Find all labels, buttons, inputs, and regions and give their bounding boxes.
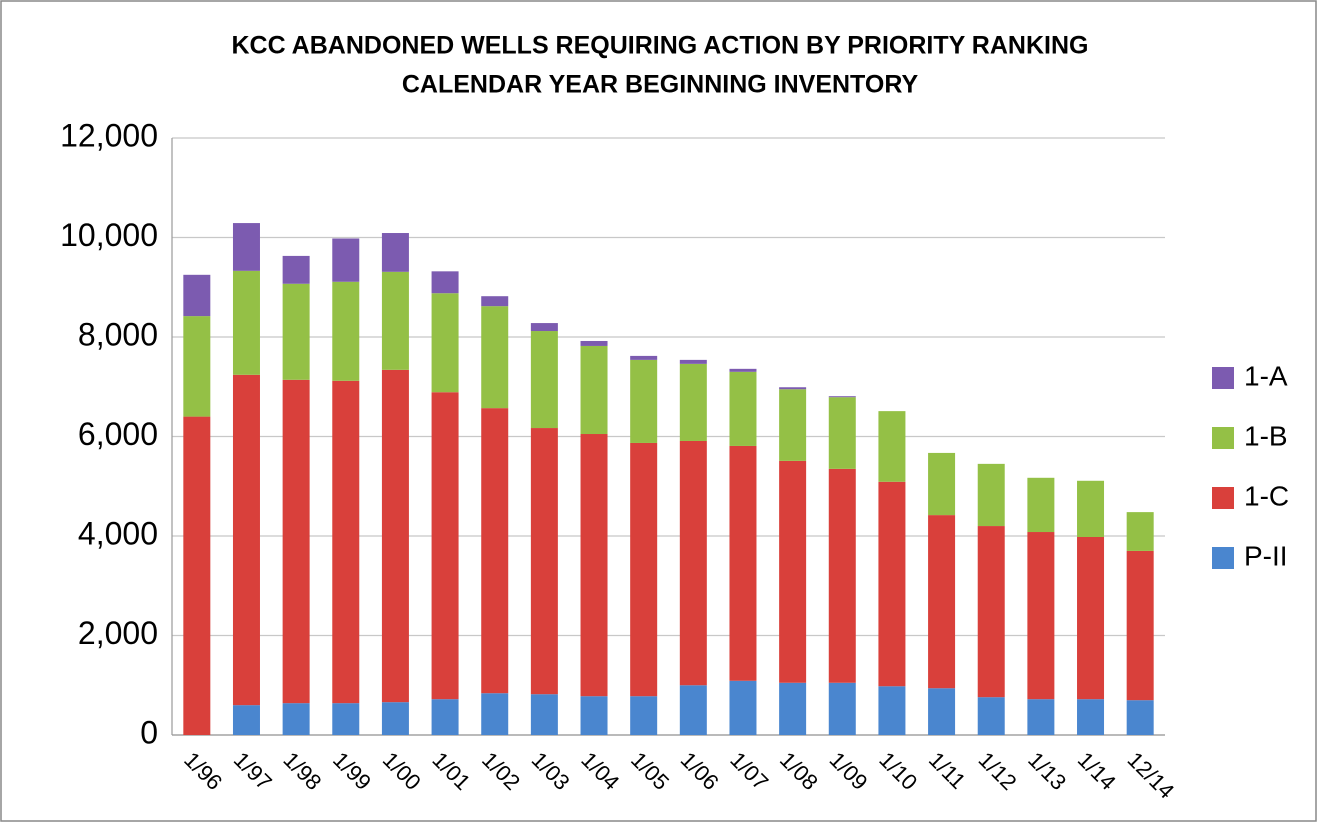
bar-segment	[580, 345, 608, 435]
bar-segment	[332, 281, 360, 381]
bar-segment	[381, 271, 409, 370]
bar-segment	[828, 397, 856, 469]
bar-segment	[729, 445, 757, 681]
bar-segment	[729, 368, 757, 372]
bar-segment	[381, 233, 409, 272]
bar-segment	[878, 686, 906, 735]
bar-segment	[431, 392, 459, 700]
chart-subtitle: CALENDAR YEAR BEGINNING INVENTORY	[402, 71, 919, 99]
bar-segment	[282, 283, 310, 380]
y-tick-label: 12,000	[60, 117, 158, 153]
bar-segment	[1027, 477, 1055, 533]
bar-segment	[580, 696, 608, 735]
bar-segment	[232, 374, 260, 706]
bar-segment	[630, 696, 658, 735]
bar-segment	[580, 434, 608, 697]
bar-segment	[779, 682, 807, 735]
bar-segment	[1126, 512, 1154, 551]
bar-segment	[481, 408, 509, 694]
bar-segment	[481, 693, 509, 735]
legend-swatch	[1212, 367, 1234, 389]
bar-segment	[878, 481, 906, 687]
bar-segment	[580, 340, 608, 346]
bar-segment	[729, 680, 757, 735]
bar-segment	[630, 442, 658, 697]
bar-segment	[977, 463, 1005, 527]
y-tick-label: 10,000	[60, 217, 158, 253]
bar-segment	[431, 271, 459, 294]
legend-label: P-II	[1244, 540, 1288, 571]
bar-segment	[977, 526, 1005, 698]
bar-segment	[530, 331, 558, 429]
bar-segment	[481, 306, 509, 409]
bar-segment	[332, 238, 360, 282]
bar-segment	[828, 682, 856, 735]
bar-segment	[878, 411, 906, 482]
bar-segment	[1126, 700, 1154, 735]
bar-segment	[1027, 532, 1055, 700]
bar-segment	[282, 255, 310, 284]
bar-segment	[1126, 550, 1154, 701]
legend-label: 1-A	[1244, 360, 1288, 391]
bar-segment	[232, 270, 260, 375]
bar-segment	[779, 460, 807, 683]
bar-segment	[828, 396, 856, 398]
bar-segment	[232, 705, 260, 735]
bar-segment	[431, 699, 459, 735]
bar-segment	[431, 293, 459, 393]
y-tick-label: 8,000	[78, 316, 158, 352]
bar-segment	[928, 515, 956, 689]
bar-segment	[332, 703, 360, 735]
bar-segment	[729, 371, 757, 446]
bar-segment	[530, 323, 558, 332]
bar-segment	[1027, 699, 1055, 735]
bar-segment	[679, 359, 707, 364]
bar-segment	[183, 274, 211, 317]
bar-segment	[183, 416, 211, 735]
bar-segment	[183, 316, 211, 417]
y-tick-label: 4,000	[78, 515, 158, 551]
bar-segment	[630, 359, 658, 443]
bar-segment	[381, 702, 409, 735]
bar-segment	[1077, 699, 1105, 735]
y-tick-label: 6,000	[78, 416, 158, 452]
bar-segment	[928, 688, 956, 735]
bar-segment	[332, 380, 360, 704]
bar-segment	[779, 389, 807, 461]
bar-segment	[1077, 480, 1105, 537]
bar-segment	[232, 223, 260, 271]
bar-segment	[381, 369, 409, 703]
bar-segment	[679, 440, 707, 686]
bar-segment	[630, 355, 658, 360]
bar-segment	[530, 428, 558, 695]
bar-segment	[282, 379, 310, 704]
bar-segment	[679, 685, 707, 735]
bar-segment	[282, 703, 310, 735]
bar-segment	[779, 387, 807, 390]
bar-segment	[1077, 536, 1105, 700]
legend-swatch	[1212, 487, 1234, 509]
y-tick-label: 0	[140, 714, 158, 750]
y-tick-label: 2,000	[78, 615, 158, 651]
bar-segment	[530, 694, 558, 735]
chart-title: KCC ABANDONED WELLS REQUIRING ACTION BY …	[232, 32, 1089, 60]
bar-segment	[481, 296, 509, 307]
legend-swatch	[1212, 547, 1234, 569]
legend-swatch	[1212, 427, 1234, 449]
legend-label: 1-C	[1244, 480, 1289, 511]
bar-segment	[828, 468, 856, 683]
bar-segment	[928, 452, 956, 516]
bar-segment	[679, 363, 707, 441]
bar-segment	[977, 697, 1005, 735]
legend-label: 1-B	[1244, 420, 1288, 451]
